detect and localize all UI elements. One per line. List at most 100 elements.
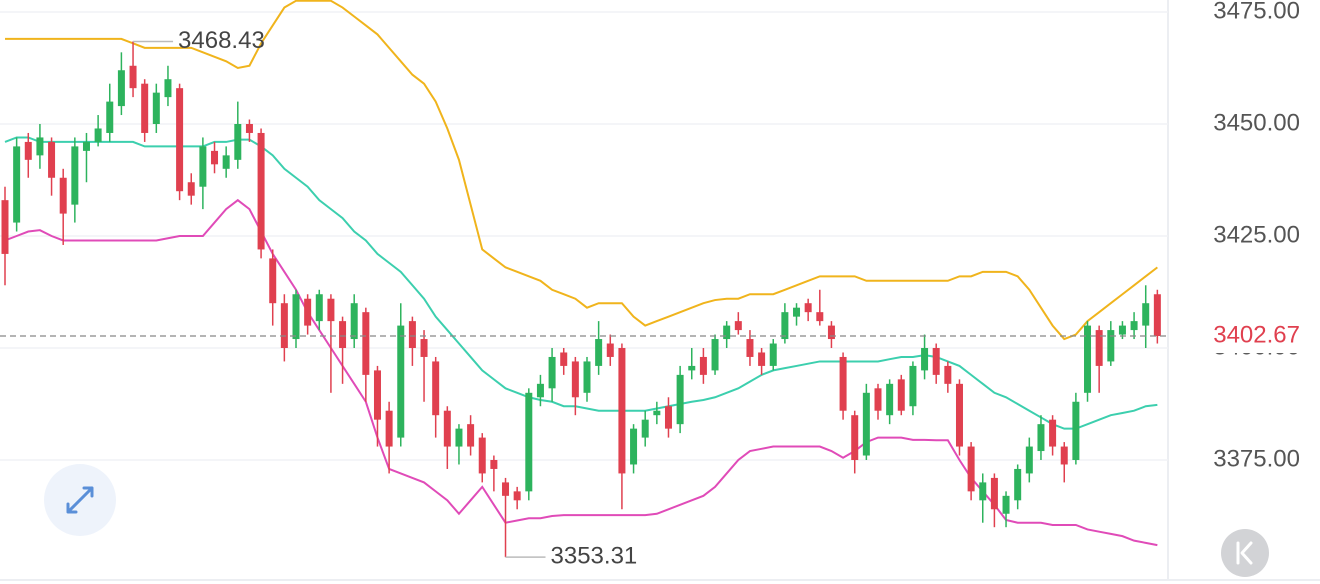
- back-to-latest-button[interactable]: [1221, 529, 1269, 577]
- candle-body: [304, 298, 312, 326]
- candle-body: [1153, 294, 1161, 337]
- candle-body: [723, 325, 731, 340]
- back-icon: [1236, 541, 1253, 565]
- candle-body: [443, 410, 451, 447]
- candle-body: [851, 415, 859, 460]
- candle-body: [1095, 330, 1103, 366]
- candle-body: [1118, 325, 1126, 335]
- candle-body: [571, 361, 579, 398]
- candle-body: [618, 347, 626, 474]
- candle-body: [141, 83, 149, 133]
- candle-body: [432, 361, 440, 416]
- candle-layer: [1, 41, 1161, 558]
- candle-body: [245, 124, 253, 133]
- candle-body: [36, 137, 44, 156]
- candle-body: [676, 374, 684, 425]
- candle-body: [583, 361, 591, 393]
- candle-body: [129, 65, 137, 89]
- candle-body: [211, 150, 219, 165]
- candle-body: [1014, 468, 1022, 501]
- candle-body: [152, 92, 160, 125]
- expand-icon: [66, 486, 94, 514]
- candle-body: [467, 424, 475, 447]
- candle-body: [176, 88, 184, 192]
- candle-body: [862, 392, 870, 456]
- band-line: [4, 136, 1158, 430]
- candle-body: [816, 312, 824, 322]
- candle-body: [222, 155, 230, 169]
- candle-body: [234, 124, 242, 160]
- candle-body: [804, 303, 812, 313]
- candle-body: [420, 339, 428, 357]
- candle-body: [606, 343, 614, 357]
- candle-body: [990, 477, 998, 510]
- candle-body: [874, 388, 882, 411]
- candle-body: [921, 347, 929, 371]
- overlay-layer: [4, 0, 1158, 547]
- candle-body: [1002, 495, 1010, 514]
- candle-body: [513, 491, 521, 501]
- candle-body: [117, 70, 125, 107]
- candle-body: [385, 410, 393, 447]
- candle-body: [373, 370, 381, 420]
- y-tick-label: 3450.00: [1213, 109, 1300, 136]
- candle-body: [595, 339, 603, 366]
- candle-body: [1072, 401, 1080, 460]
- y-tick-label: 3475.00: [1213, 0, 1300, 24]
- candle-body: [979, 482, 987, 501]
- candle-body: [699, 356, 707, 375]
- candle-body: [106, 101, 114, 133]
- candle-body: [408, 321, 416, 348]
- candle-body: [94, 128, 102, 142]
- candle-body: [502, 482, 510, 496]
- candle-body: [781, 312, 789, 340]
- candle-body: [560, 352, 568, 366]
- candle-body: [199, 146, 207, 187]
- candle-body: [688, 365, 696, 371]
- candle-body: [653, 410, 661, 416]
- candle-body: [48, 141, 56, 178]
- y-tick-label: 3425.00: [1213, 221, 1300, 248]
- label-layer: 3468.43 3353.31 3402.67: [0, 27, 1320, 570]
- candle-body: [59, 177, 67, 214]
- candle-body: [1037, 424, 1045, 452]
- high-label: 3468.43: [178, 27, 265, 54]
- candle-body: [1107, 330, 1115, 362]
- candle-body: [734, 321, 742, 331]
- back-button-bg: [1221, 529, 1269, 577]
- candle-body: [71, 146, 79, 205]
- candle-body: [269, 258, 277, 304]
- candle-body: [967, 446, 975, 492]
- candle-body: [1130, 321, 1138, 331]
- band-line: [4, 198, 1158, 547]
- candle-body: [1025, 446, 1033, 474]
- candle-body: [641, 419, 649, 438]
- candle-body: [525, 392, 533, 492]
- candle-body: [664, 406, 672, 429]
- candle-body: [944, 365, 952, 384]
- candle-body: [257, 132, 265, 250]
- last-price-bg: [1180, 319, 1320, 354]
- candle-body: [630, 428, 638, 465]
- candle-body: [1049, 419, 1057, 447]
- candle-body: [536, 383, 544, 398]
- candle-body: [292, 294, 300, 340]
- last-price-label: 3402.67: [1213, 321, 1300, 348]
- candle-body: [24, 141, 32, 160]
- candle-body: [932, 347, 940, 375]
- candle-body: [397, 325, 405, 438]
- candle-body: [478, 437, 486, 474]
- candle-body: [362, 312, 370, 375]
- candle-body: [769, 343, 777, 366]
- candle-body: [1, 200, 9, 254]
- candle-body: [955, 383, 963, 447]
- expand-button[interactable]: [44, 464, 116, 536]
- candle-body: [187, 182, 195, 196]
- candle-body: [1060, 446, 1068, 465]
- candle-body: [455, 428, 463, 447]
- candle-body: [746, 339, 754, 357]
- band-line: [5, 0, 1158, 341]
- candle-body: [315, 294, 323, 322]
